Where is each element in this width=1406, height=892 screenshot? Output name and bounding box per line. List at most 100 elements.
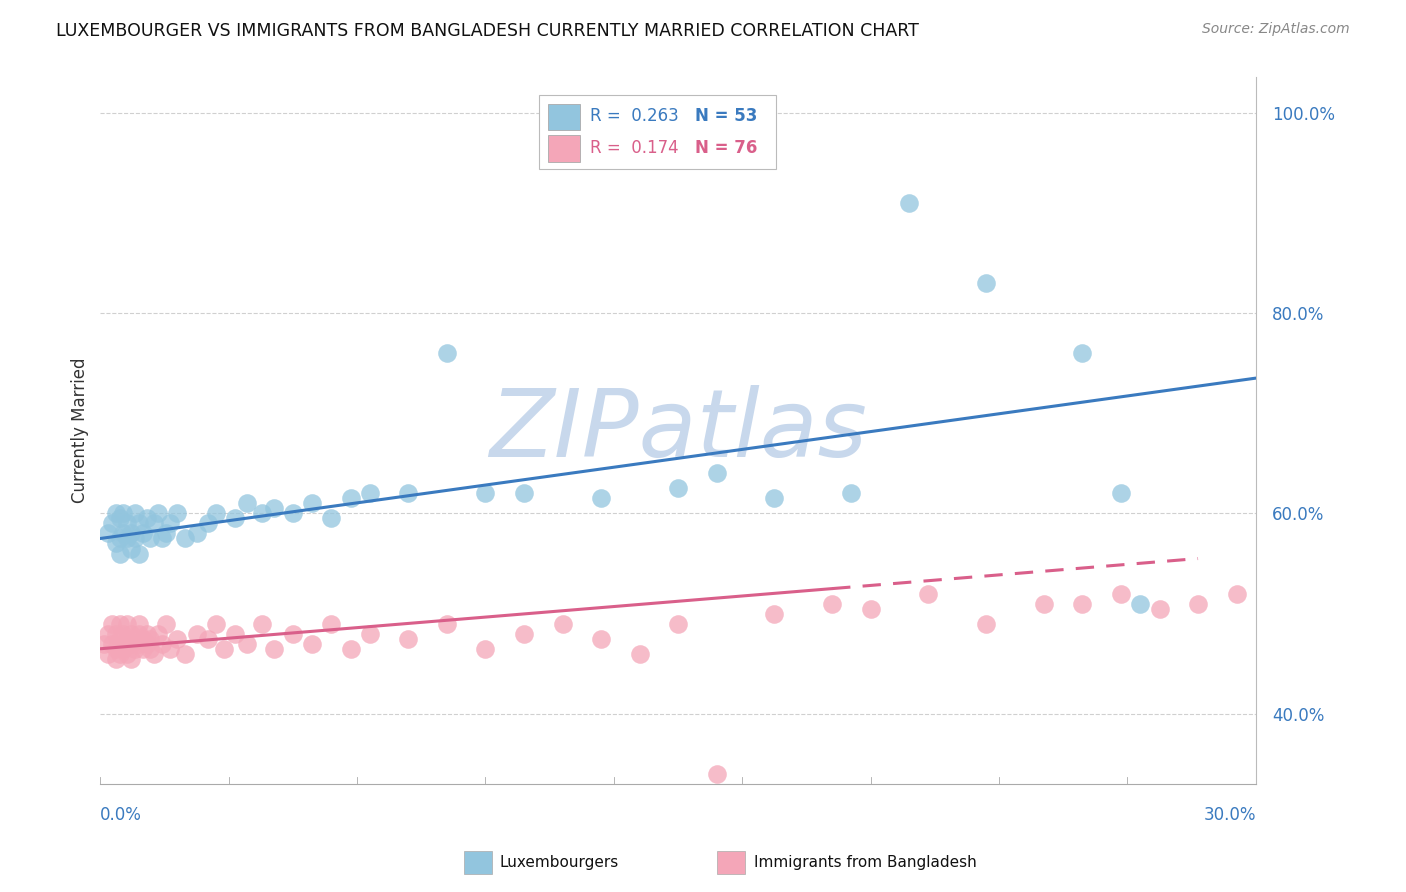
Point [841,486,863,500]
Point [1149,601,1171,615]
Point [1033,597,1056,611]
Text: R =  0.174: R = 0.174 [591,139,679,157]
Point [124,532,146,546]
Point [104,652,127,666]
Point [132,526,155,541]
Point [1322,777,1344,791]
Point [155,526,177,541]
Point [155,616,177,631]
Point [112,526,135,541]
Point [436,346,458,360]
Point [1129,597,1152,611]
Point [186,526,208,541]
Point [120,626,142,640]
Point [974,276,997,290]
Point [139,532,162,546]
Point [589,632,612,646]
Point [321,511,343,525]
Point [112,641,135,656]
Text: N = 53: N = 53 [696,107,758,125]
Point [281,626,304,640]
Point [117,532,139,546]
Point [104,536,127,550]
Point [166,632,188,646]
Point [186,626,208,640]
Point [112,637,135,651]
Point [763,491,786,506]
Point [104,626,127,640]
Point [146,507,169,521]
Point [706,767,728,781]
Point [117,647,139,661]
Point [763,607,786,621]
Point [359,626,381,640]
Point [224,626,246,640]
Point [104,641,127,656]
Point [97,526,120,541]
Point [135,511,157,525]
Point [706,467,728,481]
Point [174,532,197,546]
Point [1109,486,1132,500]
Point [1302,597,1324,611]
Point [1109,586,1132,600]
Point [150,532,173,546]
Point [235,496,257,510]
Point [1187,597,1209,611]
Point [589,491,612,506]
Point [117,632,139,646]
Point [398,486,420,500]
Point [263,641,285,656]
Point [108,647,131,661]
Y-axis label: Currently Married: Currently Married [72,358,89,503]
Point [974,616,997,631]
Point [135,626,157,640]
Point [263,501,285,516]
Point [224,511,246,525]
Point [474,486,496,500]
Point [339,641,361,656]
Point [143,647,166,661]
Point [235,637,257,651]
Point [97,626,120,640]
Point [174,647,197,661]
Point [112,507,135,521]
Point [1071,597,1094,611]
Point [128,516,150,531]
Point [398,632,420,646]
Point [197,632,219,646]
Point [898,195,921,210]
Point [917,586,939,600]
Text: Luxembourgers: Luxembourgers [499,855,619,870]
Point [859,601,882,615]
Point [474,641,496,656]
Point [159,641,181,656]
Point [666,482,689,496]
Text: 30.0%: 30.0% [1204,806,1256,824]
Point [120,637,142,651]
Point [132,632,155,646]
Point [120,652,142,666]
Text: ZIPatlas: ZIPatlas [489,385,868,476]
Point [128,626,150,640]
Point [1225,586,1247,600]
Text: 0.0%: 0.0% [100,806,142,824]
Text: Immigrants from Bangladesh: Immigrants from Bangladesh [754,855,976,870]
Point [628,647,651,661]
Text: N = 76: N = 76 [696,139,758,157]
Point [166,507,188,521]
Point [112,626,135,640]
Point [146,626,169,640]
Text: Source: ZipAtlas.com: Source: ZipAtlas.com [1202,22,1350,37]
Point [301,637,323,651]
Point [1341,757,1364,772]
Point [139,641,162,656]
Point [108,532,131,546]
Point [101,616,124,631]
Point [205,507,228,521]
Point [212,641,235,656]
Point [108,547,131,561]
Point [1264,601,1286,615]
Point [108,511,131,525]
Point [821,597,844,611]
